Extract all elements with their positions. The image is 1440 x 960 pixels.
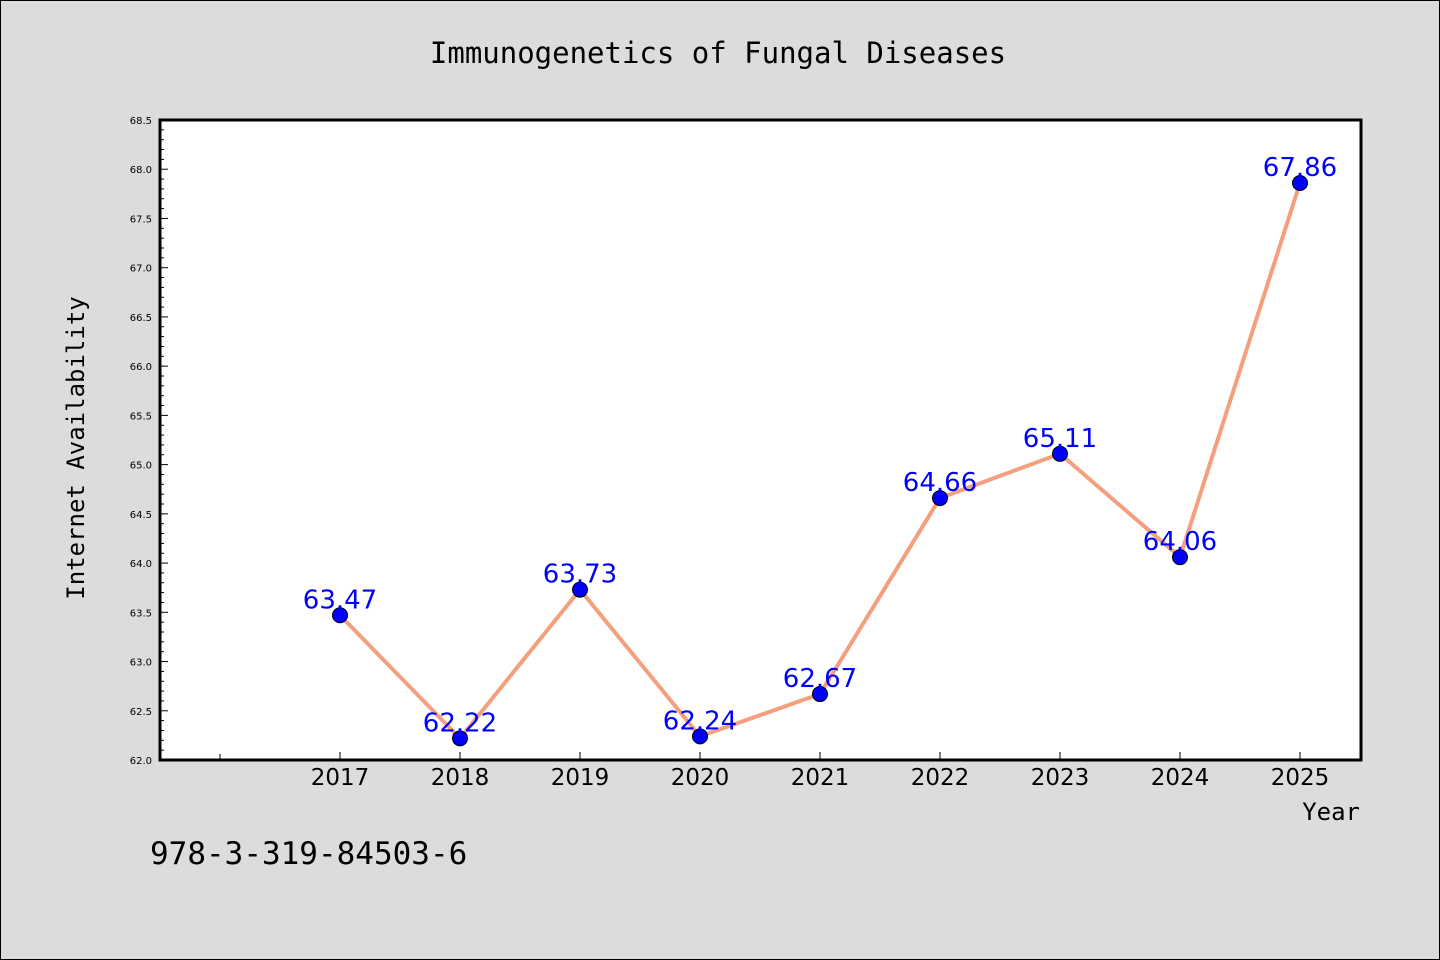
- y-tick-label: 67.0: [130, 264, 152, 275]
- y-tick-label: 65.5: [130, 411, 152, 422]
- y-tick-label: 68.0: [130, 165, 152, 176]
- x-tick-label: 2019: [551, 765, 610, 791]
- data-point-marker: [452, 730, 468, 747]
- data-point-marker: [932, 490, 948, 507]
- data-point-marker: [572, 581, 588, 598]
- y-tick-label: 67.5: [130, 214, 152, 225]
- data-label: 62.22: [423, 708, 497, 738]
- plot-area: [158, 118, 1363, 762]
- x-tick-label: 2022: [911, 765, 970, 791]
- data-label: 62.67: [783, 664, 857, 694]
- data-label: 64.06: [1143, 527, 1217, 557]
- y-axis-label: Internet Availability: [62, 296, 90, 599]
- data-labels-group: 63.47 62.22 63.73 62.24 62.67 64.66 65.11 64.06…: [303, 153, 1337, 738]
- series-line-group: [332, 175, 1308, 747]
- data-label: 67.86: [1263, 153, 1337, 183]
- y-tick-label: 68.5: [130, 116, 152, 127]
- data-point-marker: [1292, 175, 1308, 192]
- x-tick-label: 2018: [431, 765, 490, 791]
- x-tick-label: 2023: [1031, 765, 1090, 791]
- isbn-text: 978-3-319-84503-6: [150, 836, 467, 872]
- data-point-marker: [692, 728, 708, 745]
- data-label: 64.66: [903, 468, 977, 498]
- data-point-marker: [332, 607, 348, 624]
- y-tick-label: 65.0: [130, 461, 152, 472]
- y-tick-label: 62.0: [130, 756, 152, 767]
- y-tick-label: 66.0: [130, 362, 152, 373]
- x-axis-label: Year: [1302, 798, 1360, 826]
- data-label: 63.47: [303, 585, 377, 615]
- y-axis: 62.0 62.5 63.0 63.5 64.0 64.5 65.0 65.5 66.0 66.5…: [130, 116, 168, 767]
- data-point-marker: [1172, 549, 1188, 566]
- x-tick-label: 2025: [1271, 765, 1330, 791]
- data-point-marker: [812, 686, 828, 703]
- y-tick-label: 66.5: [130, 313, 152, 324]
- data-point-marker: [1052, 445, 1068, 462]
- y-tick-label: 64.0: [130, 559, 152, 570]
- chart-title: Immunogenetics of Fungal Diseases: [430, 36, 1006, 70]
- x-tick-label: 2017: [311, 765, 370, 791]
- x-tick-label: 2020: [671, 765, 730, 791]
- y-tick-label: 63.5: [130, 608, 152, 619]
- x-axis: 2017 2018 2019 2020 2021 2022 2023 2024 2025: [219, 752, 1330, 791]
- x-tick-label: 2024: [1151, 765, 1210, 791]
- y-tick-label: 64.5: [130, 510, 152, 521]
- data-label: 65.11: [1023, 424, 1097, 454]
- data-label: 63.73: [543, 560, 617, 590]
- x-tick-label: 2021: [791, 765, 850, 791]
- data-label: 62.24: [663, 706, 737, 736]
- y-tick-label: 63.0: [130, 658, 152, 669]
- y-tick-label: 62.5: [130, 707, 152, 718]
